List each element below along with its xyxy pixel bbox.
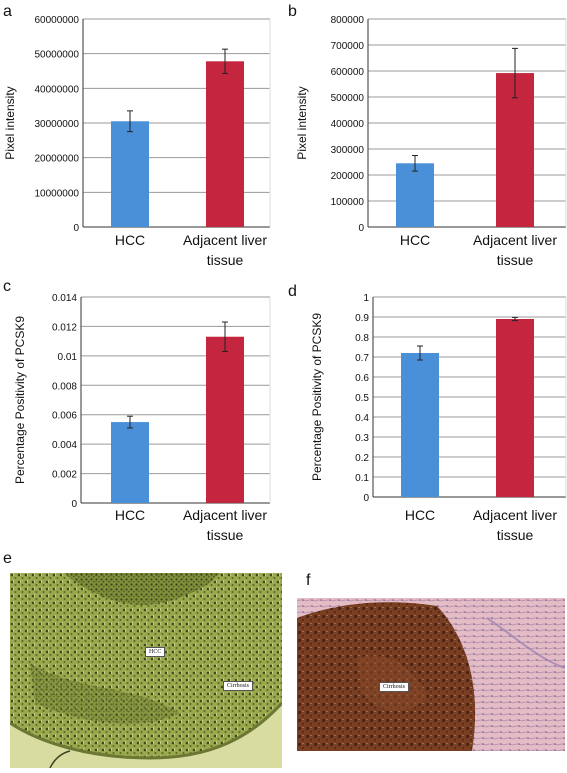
y-tick-label: 0 <box>71 499 77 510</box>
y-tick-label: 0.008 <box>52 381 77 392</box>
panel-letter-e: e <box>3 550 12 567</box>
y-tick-label: 400000 <box>331 119 365 130</box>
x-category-label: tissue <box>497 252 534 268</box>
cirrhosis-label-e: Cirrhosis <box>223 681 254 691</box>
y-tick-label: 0.8 <box>355 333 369 344</box>
y-tick-label: 0.01 <box>58 352 78 363</box>
y-tick-label: 1 <box>363 293 369 304</box>
chart-a: 0 10000000 20000000 30000000 40000000 5000000… <box>3 15 271 268</box>
panel-letter-a: a <box>3 3 12 20</box>
cirrhosis-label-f: Cirrhosis <box>379 682 410 692</box>
y-tick-label: 0.002 <box>52 470 77 481</box>
y-tick-label: 20000000 <box>35 154 80 165</box>
x-category-label: HCC <box>115 232 145 248</box>
y-tick-label: 300000 <box>331 145 365 156</box>
y-tick-label: 50000000 <box>35 50 80 61</box>
y-tick-label: 100000 <box>331 197 365 208</box>
y-axis-label: Percentage Positivity of PCSK9 <box>13 316 27 484</box>
chart-d: 0 0.1 0.2 0.3 0.4 0.5 0.6 0.7 0.8 0.9 1 Percentage … <box>310 293 567 543</box>
bar-hcc <box>111 422 149 503</box>
x-category-label: Adjacent liver <box>473 507 557 523</box>
panel-letter-c: c <box>3 278 11 295</box>
bar-adjacent <box>496 73 534 227</box>
hcc-tissue-label: HCC <box>145 647 166 657</box>
x-category-label: Adjacent liver <box>183 232 267 248</box>
bar-charts-figure: 0100000002000000030000000400000005000000… <box>3 15 567 543</box>
y-tick-label: 0.012 <box>52 322 77 333</box>
micrograph-e: HCC Cirrhosis <box>10 573 282 768</box>
y-tick-label: 0.6 <box>355 373 369 384</box>
y-tick-label: 800000 <box>331 15 365 26</box>
y-tick-label: 700000 <box>331 41 365 52</box>
y-tick-label: 600000 <box>331 67 365 78</box>
y-tick-label: 0.9 <box>355 313 369 324</box>
x-category-label: HCC <box>115 507 145 523</box>
bar-hcc <box>396 163 434 227</box>
bar-hcc <box>401 353 439 497</box>
panel-letter-f: f <box>306 572 311 589</box>
x-category-label: tissue <box>497 527 534 543</box>
y-tick-label: 200000 <box>331 171 365 182</box>
y-tick-label: 0.3 <box>355 433 369 444</box>
x-category-label: tissue <box>207 527 244 543</box>
cirrhosis-tissue-image <box>297 598 565 751</box>
y-tick-label: 40000000 <box>35 84 80 95</box>
y-tick-label: 0.7 <box>355 353 369 364</box>
y-tick-label: 0 <box>73 223 79 234</box>
y-axis-label: Percentage Positivity of PCSK9 <box>310 313 324 481</box>
y-tick-label: 0.006 <box>52 411 77 422</box>
y-tick-label: 0.5 <box>355 393 369 404</box>
y-tick-label: 0.2 <box>355 453 369 464</box>
y-tick-label: 0.4 <box>355 413 369 424</box>
y-tick-label: 30000000 <box>35 119 80 130</box>
y-tick-label: 0 <box>358 223 364 234</box>
panel-letter-d: d <box>288 283 297 300</box>
micrograph-f: Cirrhosis <box>297 598 565 751</box>
x-category-label: Adjacent liver <box>473 232 557 248</box>
bar-adjacent <box>206 61 244 227</box>
y-tick-label: 0.004 <box>52 440 77 451</box>
y-tick-label: 10000000 <box>35 188 80 199</box>
y-tick-label: 0.014 <box>52 293 77 304</box>
y-tick-label: 500000 <box>331 93 365 104</box>
x-category-label: Adjacent liver <box>183 507 267 523</box>
y-tick-label: 0.1 <box>355 473 369 484</box>
chart-b: 0 100000 200000 300000 400000 500000 600000 700… <box>295 15 567 268</box>
panel-letter-b: b <box>288 3 297 20</box>
y-tick-label: 0 <box>363 493 369 504</box>
x-category-label: HCC <box>400 232 430 248</box>
chart-c: 0 0.002 0.004 0.006 0.008 0.01 0.012 0.014 Perce… <box>13 293 271 543</box>
x-category-label: tissue <box>207 252 244 268</box>
y-axis-label: Pixel intensity <box>295 86 309 159</box>
hcc-tissue-image <box>10 573 282 768</box>
bar-adjacent <box>496 319 534 497</box>
y-axis-label: Pixel intensity <box>3 86 17 159</box>
bar-hcc <box>111 121 149 227</box>
y-tick-label: 60000000 <box>35 15 80 26</box>
x-category-label: HCC <box>405 507 435 523</box>
bar-adjacent <box>206 336 244 503</box>
